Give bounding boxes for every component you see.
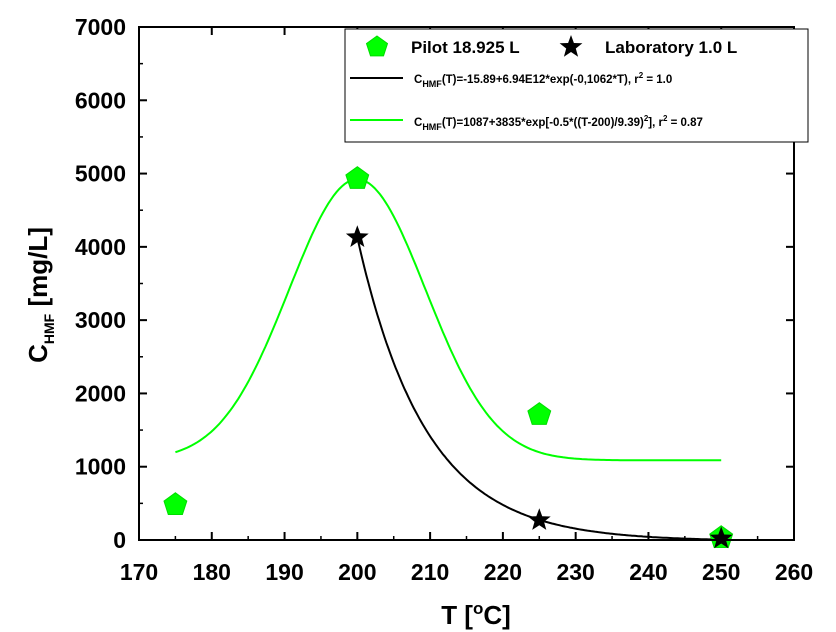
y-tick-label: 0 <box>113 527 126 553</box>
legend-label-pilot: Pilot 18.925 L <box>411 38 520 57</box>
y-axis-title: CHMF [mg/L] <box>23 227 57 363</box>
pilot-marker <box>527 402 552 425</box>
x-tick-label: 190 <box>265 559 303 585</box>
y-tick-label: 5000 <box>75 161 126 187</box>
legend-label-gauss-fit: CHMF(T)=1087+3835*exp[-0.5*((T-200)/9.39… <box>414 114 703 132</box>
legend-marker-pilot <box>365 35 389 57</box>
x-tick-label: 230 <box>556 559 594 585</box>
x-tick-label: 180 <box>193 559 231 585</box>
x-tick-label: 210 <box>411 559 449 585</box>
legend-marker-laboratory <box>559 35 583 57</box>
legend-label-exp-fit: CHMF(T)=-15.89+6.94E12*exp(-0,1062*T), r… <box>414 71 672 89</box>
y-tick-label: 6000 <box>75 87 126 113</box>
fit-curve-gaussian <box>175 178 722 462</box>
laboratory-marker <box>345 225 369 247</box>
x-tick-label: 170 <box>120 559 158 585</box>
x-tick-label: 200 <box>338 559 376 585</box>
axes: 170 180 190 200 210 220 230 240 250 260 0 1000 2000 3… <box>75 14 813 585</box>
data-markers <box>163 166 734 549</box>
y-tick-label: 7000 <box>75 14 126 40</box>
y-tick-label: 4000 <box>75 234 126 260</box>
x-axis-title: T [oC] <box>441 599 511 630</box>
y-tick-label: 1000 <box>75 454 126 480</box>
x-tick-label: 220 <box>484 559 522 585</box>
legend-label-laboratory: Laboratory 1.0 L <box>605 38 737 57</box>
y-tick-label: 2000 <box>75 380 126 406</box>
plot-area <box>175 178 722 541</box>
pilot-marker <box>345 166 370 189</box>
legend-pentagon-icon <box>365 35 389 57</box>
fit-curve-exponential <box>356 237 722 541</box>
legend-star-icon <box>559 35 583 57</box>
y-tick-label: 3000 <box>75 307 126 333</box>
laboratory-marker <box>527 508 551 530</box>
x-tick-label: 250 <box>702 559 740 585</box>
legend: Pilot 18.925 L Laboratory 1.0 L CHMF(T)=… <box>344 28 809 143</box>
x-tick-label: 240 <box>629 559 667 585</box>
x-tick-label: 260 <box>775 559 813 585</box>
pilot-marker <box>163 492 188 515</box>
